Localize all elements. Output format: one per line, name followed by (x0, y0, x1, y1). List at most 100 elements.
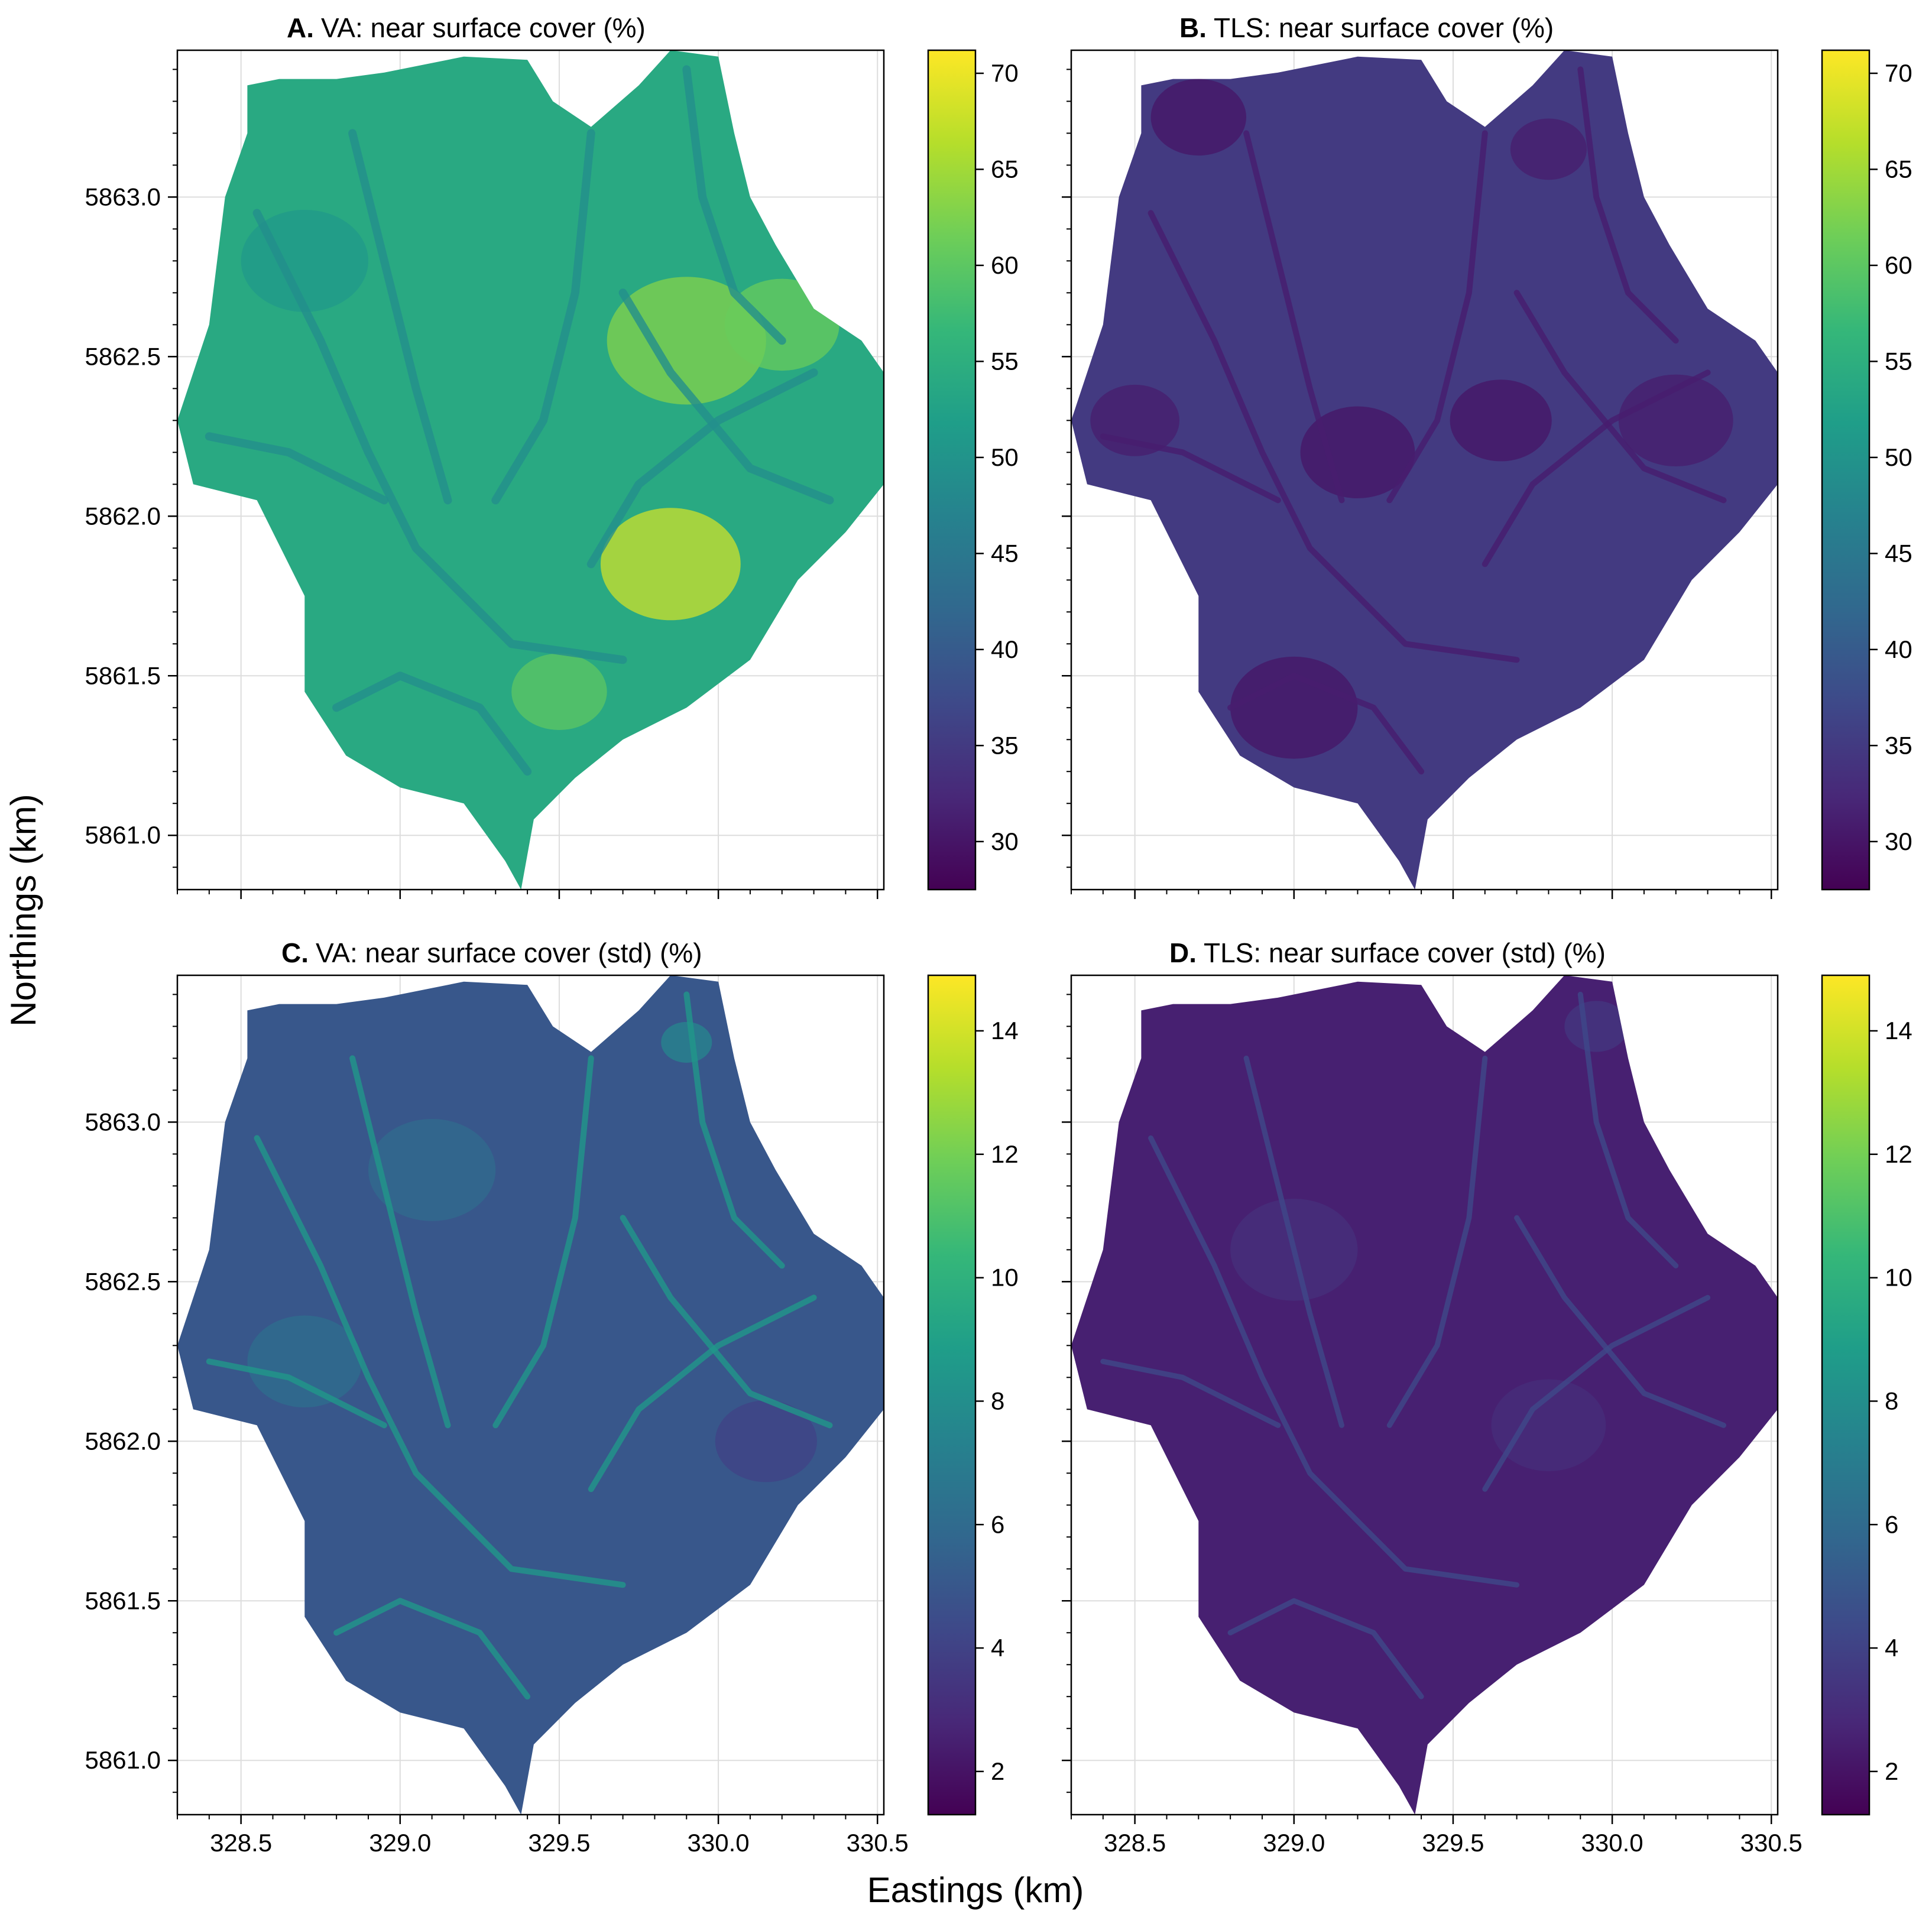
colorbar-tick-label: 14 (991, 1017, 1019, 1044)
y-tick-label: 5862.5 (85, 1267, 161, 1295)
y-tick-label: 5863.0 (85, 1108, 161, 1135)
panel-a-title: VA: near surface cover (%) (321, 12, 646, 43)
y-tick-label: 5861.0 (85, 1746, 161, 1774)
drainage-line (492, 1055, 594, 1429)
drainage-line (1243, 1055, 1344, 1428)
colorbar-tick-label: 2 (991, 1757, 1004, 1785)
drainage-line (682, 65, 786, 345)
y-tick-label: 5863.0 (85, 183, 161, 210)
drainage-line (254, 1135, 626, 1588)
colorbar-tick-label: 70 (991, 59, 1019, 87)
panel-d-plot: 328.5 329.0 329.5 330.0 330.5 (1062, 974, 1803, 1857)
heatmap-patch (607, 277, 766, 405)
colorbar-tick-label: 6 (1885, 1510, 1898, 1538)
x-tick-label: 329.5 (1422, 1829, 1484, 1857)
colorbar-tick-label: 55 (1885, 347, 1912, 375)
panel-a-letter: A. (287, 12, 314, 43)
drainage-line (1386, 130, 1488, 504)
drainage-line (1482, 1294, 1711, 1492)
drainage-line (252, 209, 627, 664)
x-tick-label: 328.5 (210, 1829, 272, 1857)
colorbar-tick-label: 50 (1885, 443, 1912, 471)
colorbar-tick-label: 70 (1885, 59, 1912, 87)
drainage-line (1227, 673, 1425, 775)
axes-frame (176, 974, 885, 1816)
drainage-line (333, 1598, 531, 1700)
heatmap-patch (1300, 406, 1415, 499)
heatmap-patch (661, 1021, 712, 1063)
drainage-line (1100, 1358, 1281, 1428)
heatmap-patch (511, 653, 607, 731)
drainage-line (586, 368, 818, 569)
heatmap-patch (1150, 79, 1247, 156)
x-tick-label: 328.5 (1104, 1829, 1166, 1857)
drainage-line (348, 129, 452, 505)
drainage-line (1227, 1598, 1424, 1699)
panel-b-title: TLS: near surface cover (%) (1214, 12, 1554, 43)
colorbar-tick-label: 12 (1885, 1140, 1912, 1168)
colorbar-tick-label: 40 (991, 635, 1019, 663)
colorbar-tick-label: 35 (1885, 731, 1912, 759)
drainage-line (332, 671, 532, 776)
panel-b-colorbar: 30 35 40 45 50 55 60 65 70 (1821, 49, 1912, 891)
colorbar-tick-label: 65 (991, 155, 1019, 183)
colorbar-tick-label: 10 (1885, 1264, 1912, 1292)
colorbar-tick-label: 10 (991, 1264, 1019, 1292)
y-tick-label: 5862.5 (85, 342, 161, 370)
colorbar-ramp (1821, 49, 1871, 891)
panel-c: C. VA: near surface cover (std) (%) 328.… (85, 937, 1019, 1857)
heatmap-patch (241, 209, 368, 312)
drainage-line (1243, 130, 1345, 504)
colorbar-tick-label: 45 (1885, 539, 1912, 567)
colorbar-ramp (927, 974, 977, 1816)
y-axis-label: Northings (km) (4, 794, 43, 1026)
colorbar-tick-label: 8 (1885, 1387, 1898, 1414)
colorbar-ramp (927, 49, 977, 891)
colorbar-tick-label: 35 (991, 731, 1019, 759)
panel-b-plot (1062, 49, 1779, 899)
heatmap-patch (247, 1315, 362, 1408)
heatmap-patch (1491, 1379, 1606, 1472)
panel-b: B. TLS: near surface cover (%) 30 35 40 45 5… (1062, 12, 1912, 899)
x-tick-label: 329.0 (369, 1829, 431, 1857)
colorbar-tick-label: 12 (991, 1140, 1019, 1168)
panel-d-letter: D. (1169, 937, 1197, 968)
heatmap-patch (1510, 118, 1587, 180)
heatmap-patch (1230, 656, 1358, 759)
drainage-line (1100, 433, 1281, 504)
panel-d-colorbar: 2 4 6 8 10 12 14 (1821, 974, 1912, 1816)
axes-frame (1070, 974, 1779, 1816)
colorbar-tick-label: 30 (1885, 828, 1912, 855)
drainage-line (349, 1055, 451, 1429)
colorbar-tick-label: 60 (991, 251, 1019, 279)
y-tick-label: 5861.5 (85, 1586, 161, 1614)
panel-c-title: VA: near surface cover (std) (%) (316, 937, 702, 968)
panel-a-colorbar: 30 35 40 45 50 55 60 65 70 (927, 49, 1019, 891)
panel-a-plot: 5861.0 5861.5 5862.0 5862.5 5863.0 (85, 49, 885, 899)
heatmap-patch (1450, 379, 1552, 462)
colorbar-tick-label: 30 (991, 828, 1019, 855)
y-tick-label: 5862.0 (85, 1427, 161, 1455)
drainage-line (1577, 991, 1679, 1268)
drainage-line (1577, 66, 1679, 344)
panel-c-plot: 328.5 329.0 329.5 330.0 330.5 5861.0 5861.5 586… (85, 974, 909, 1857)
y-tick-label: 5861.5 (85, 661, 161, 689)
drainage-line (683, 991, 785, 1269)
x-tick-label: 330.5 (847, 1829, 909, 1857)
heatmap-patch (600, 508, 741, 621)
x-tick-label: 330.0 (1581, 1829, 1644, 1857)
heatmap-patch (1618, 374, 1733, 467)
axes-frame (1070, 49, 1779, 891)
y-tick-label: 5861.0 (85, 821, 161, 849)
colorbar-tick-label: 55 (991, 347, 1019, 375)
drainage-line (1514, 1215, 1726, 1428)
x-axis-label: Eastings (km) (867, 1870, 1084, 1910)
colorbar-tick-label: 60 (1885, 251, 1912, 279)
drainage-line (1148, 1135, 1520, 1588)
drainage-line (1147, 210, 1520, 663)
colorbar-tick-label: 6 (991, 1510, 1004, 1538)
heatmap-patch (368, 1118, 496, 1221)
drainage-line (1482, 369, 1711, 567)
x-tick-label: 330.0 (688, 1829, 750, 1857)
